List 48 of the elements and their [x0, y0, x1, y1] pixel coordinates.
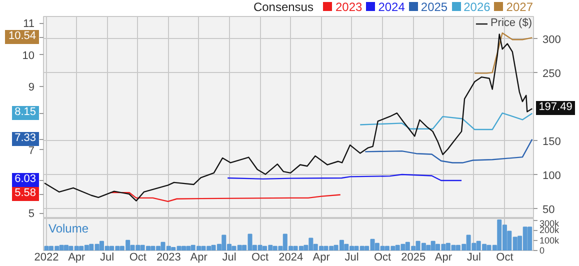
line-series [110, 192, 341, 202]
line-series [474, 32, 533, 74]
line-series [226, 174, 462, 182]
x-tick-label: Apr [190, 252, 208, 264]
y-tick-label: 5 [28, 208, 35, 220]
y2-tick-label: 0 [540, 246, 545, 256]
y-tick-label: 7 [28, 144, 35, 157]
y-tick-label: 5.58 [12, 187, 39, 202]
legend-label: Price ($) [490, 17, 532, 29]
y-tick-label: 11 [23, 18, 35, 30]
y2-tick-label: 100 [542, 170, 561, 182]
x-tick-label: Jul [344, 252, 359, 264]
legend-title: Consensus [253, 0, 314, 14]
y-tick-label: 9 [28, 81, 35, 94]
legend-label: 2024 [378, 0, 405, 14]
legend-label: 2027 [506, 0, 533, 14]
x-tick-label: 2024 [278, 252, 304, 264]
y2-tick-label: 100k [540, 235, 560, 246]
x-tick-label: Jul [222, 252, 236, 264]
x-tick-label: Oct [251, 252, 269, 264]
y-tick-label: 6.03 [12, 173, 39, 187]
x-tick-label: Oct [129, 252, 146, 264]
y-tick-label: 10 [22, 50, 35, 62]
y2-tick-label: 150 [542, 136, 561, 148]
x-tick-label: Oct [496, 252, 514, 264]
x-tick-label: Apr [434, 252, 452, 264]
x-tick-label: 2025 [401, 252, 426, 264]
x-tick-label: Apr [312, 252, 330, 264]
x-tick-label: Jul [100, 252, 114, 264]
x-tick-label: Jul [466, 252, 481, 264]
y2-tick-label: 300 [542, 34, 561, 46]
legend-label: 2025 [420, 0, 448, 14]
line-series [360, 112, 533, 130]
y-tick-label: 7.33 [12, 132, 39, 146]
y2-tick-label: 250 [542, 68, 561, 80]
x-tick-label: 2023 [156, 252, 181, 264]
y-tick-label: 8.15 [12, 106, 39, 120]
legend-label: 2026 [464, 0, 490, 14]
legend-label: 2023 [335, 0, 362, 14]
line-series [44, 34, 533, 202]
x-tick-label: Oct [374, 252, 392, 264]
x-tick-label: Apr [68, 252, 86, 264]
annotation: Volume [48, 222, 89, 236]
y2-tick-label: 50 [542, 204, 555, 216]
line-series [364, 138, 533, 164]
x-tick-label: 2022 [34, 252, 59, 264]
y-tick-label: 10.54 [5, 30, 39, 44]
data-label: 197.49 [536, 101, 576, 116]
